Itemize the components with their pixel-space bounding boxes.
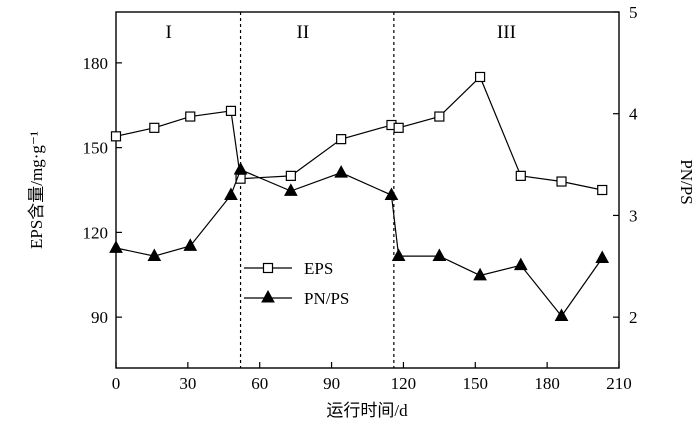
x-tick-label: 180 — [534, 374, 560, 393]
data-point-pn-ps — [473, 267, 487, 281]
data-point-eps — [597, 184, 608, 196]
data-point-eps — [285, 170, 296, 181]
data-point-pn-ps — [391, 248, 406, 262]
legend-label: PN/PS — [304, 289, 349, 308]
x-tick-label: 30 — [179, 374, 196, 393]
data-point-pn-ps — [384, 187, 399, 200]
series-line-eps — [115, 75, 603, 191]
y-left-tick-label: 90 — [91, 308, 108, 327]
y-left-tick-label: 120 — [83, 223, 109, 242]
data-point-pn-ps — [109, 240, 123, 253]
data-point-pn-ps — [147, 248, 162, 262]
x-tick-label: 150 — [463, 374, 489, 393]
data-point-pn-ps — [554, 308, 569, 322]
data-point-eps — [434, 111, 445, 122]
y-left-tick-label: 150 — [83, 139, 109, 158]
data-point-eps — [110, 131, 122, 142]
data-point-pn-ps — [595, 250, 610, 264]
data-point-pn-ps — [183, 238, 198, 251]
data-point-eps — [185, 111, 196, 122]
data-point-eps — [225, 105, 237, 116]
x-tick-label: 0 — [112, 374, 121, 393]
legend-marker-eps — [262, 262, 274, 274]
data-point-eps — [556, 176, 567, 187]
y-left-tick-label: 180 — [83, 54, 109, 73]
data-point-eps — [474, 71, 486, 83]
y-axis-left-title: EPS含量/mg·g⁻¹ — [27, 131, 46, 249]
phase-boundaries: I II III — [166, 12, 516, 368]
y-right-tick-label: 4 — [629, 105, 638, 124]
y-right-tick-label: 2 — [629, 308, 638, 327]
x-axis-title: 运行时间/d — [326, 401, 408, 420]
x-axis: 0 30 60 90 120 150 180 210 — [112, 362, 632, 393]
x-tick-label: 120 — [391, 374, 417, 393]
legend-label: EPS — [304, 259, 333, 278]
data-point-eps — [149, 122, 160, 133]
y-axis-left: 90 120 150 180 — [83, 54, 122, 327]
series-line-pn-ps — [115, 168, 603, 318]
data-point-pn-ps — [233, 162, 248, 175]
x-tick-label: 60 — [251, 374, 268, 393]
phase-label: II — [297, 22, 310, 43]
data-point-pn-ps — [334, 165, 348, 178]
data-point-eps — [336, 134, 347, 145]
y-axis-right: 2 3 4 5 — [613, 3, 638, 327]
data-point-eps — [393, 122, 404, 133]
x-tick-label: 210 — [606, 374, 632, 393]
data-point-eps — [515, 170, 526, 181]
data-point-pn-ps — [513, 257, 528, 271]
y-axis-right-title: PN/PS — [677, 159, 696, 204]
y-right-tick-label: 3 — [629, 206, 638, 225]
legend: EPS PN/PS — [244, 259, 349, 308]
phase-label: III — [497, 22, 516, 43]
x-tick-label: 90 — [323, 374, 340, 393]
data-point-pn-ps — [224, 187, 238, 200]
plot-frame — [115, 11, 620, 369]
y-right-tick-label: 5 — [629, 3, 638, 22]
data-point-pn-ps — [432, 248, 447, 262]
legend-marker-pn-ps — [261, 289, 275, 303]
series-layer — [109, 71, 610, 322]
plot-border — [115, 11, 620, 369]
data-point-pn-ps — [284, 183, 298, 196]
phase-label: I — [166, 22, 172, 43]
